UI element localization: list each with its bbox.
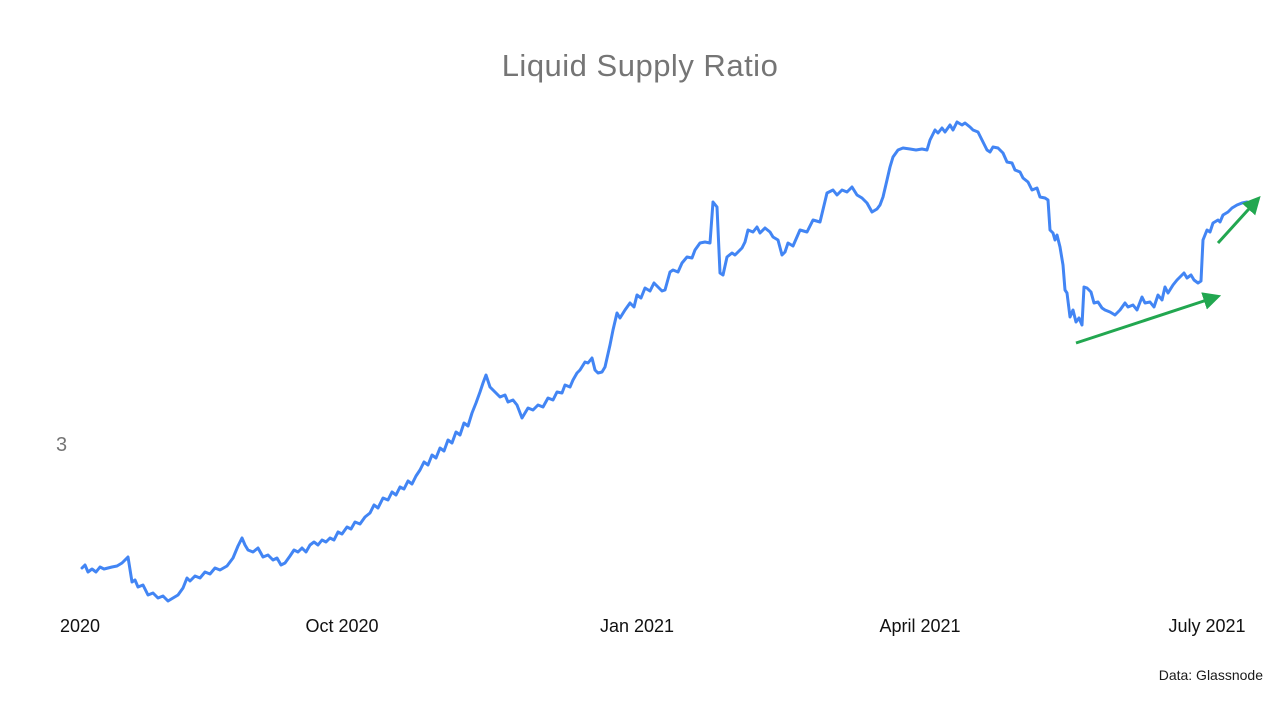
y-axis-tick-3: 3 [56,434,68,456]
series-line-0 [80,120,1249,603]
uptrend-arrow-short [1216,196,1261,245]
x-axis-tick-0: 2020 [59,616,101,636]
chart-title: Liquid Supply Ratio [501,48,779,83]
series-group [80,120,1249,603]
x-axis-tick-1: Oct 2020 [305,616,379,636]
x-axis: 2020 Oct 2020 Jan 2021 April 2021 July 2021 [0,616,1280,640]
x-axis-tick-2: Jan 2021 [599,616,675,636]
uptrend-arrow-long [1075,292,1222,345]
x-axis-tick-4: July 2021 [1168,616,1246,636]
data-source-note: Data: Glassnode [1158,667,1263,683]
x-axis-tick-3: April 2021 [879,616,961,636]
annotation-group [1075,196,1261,345]
